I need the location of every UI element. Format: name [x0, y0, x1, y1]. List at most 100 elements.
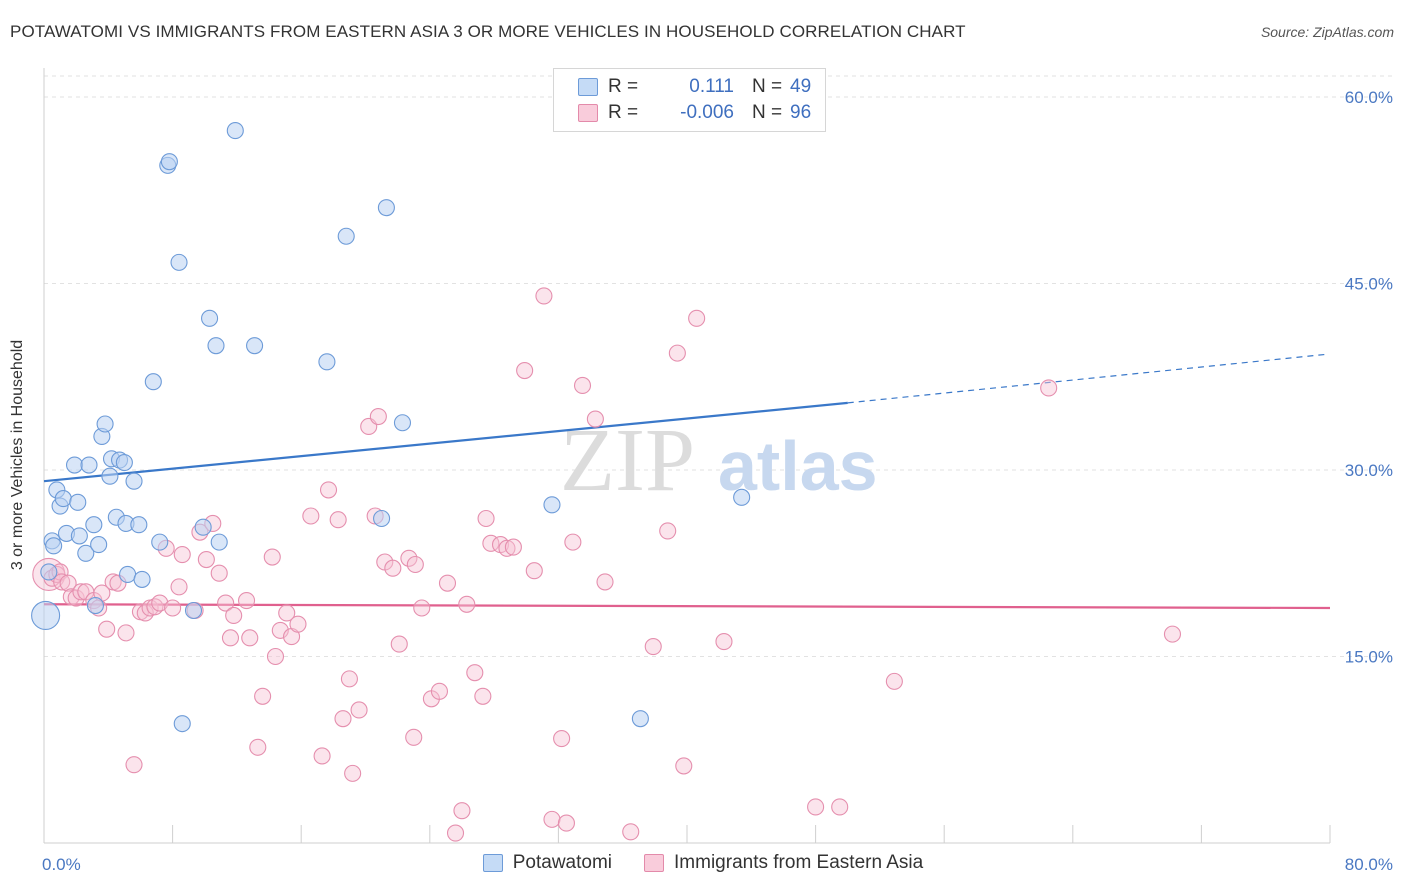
data-point	[241, 629, 259, 647]
data-point	[535, 287, 553, 305]
data-point	[557, 814, 575, 832]
data-point	[77, 544, 95, 562]
data-point	[160, 153, 178, 171]
data-point	[96, 415, 114, 433]
data-point	[384, 559, 402, 577]
data-point	[201, 309, 219, 327]
data-point	[430, 682, 448, 700]
data-point	[393, 414, 412, 432]
data-point	[622, 823, 640, 841]
source-label: Source: ZipAtlas.com	[1260, 24, 1394, 40]
data-point	[543, 496, 561, 514]
data-point	[438, 574, 457, 592]
data-point	[377, 199, 395, 217]
data-point	[221, 629, 240, 647]
data-point	[117, 624, 135, 642]
data-point	[278, 604, 296, 622]
data-point	[350, 701, 368, 719]
legend-label-potawatomi: Potawatomi	[512, 852, 613, 873]
tick-labels: 15.0% 30.0% 45.0% 60.0% 0.0% 80.0%	[42, 88, 1393, 874]
legend-swatch-pink	[578, 104, 598, 122]
data-point	[319, 481, 338, 499]
data-point	[474, 687, 492, 705]
data-point	[668, 344, 686, 362]
series-legend: Potawatomi Immigrants from Eastern Asia	[0, 852, 1406, 874]
data-point	[631, 710, 649, 728]
data-point	[254, 687, 272, 705]
x-tick-label: 80.0%	[1345, 855, 1393, 874]
data-point	[344, 764, 362, 782]
data-point	[807, 798, 825, 816]
data-point	[226, 122, 244, 140]
data-point	[715, 633, 733, 651]
stats-legend: R = 0.111 N = 49 R = -0.006 N = 96	[553, 68, 826, 132]
data-point	[125, 756, 143, 774]
data-point	[289, 615, 307, 633]
data-point	[498, 539, 516, 557]
legend-row-potawatomi: R = 0.111 N = 49	[578, 74, 811, 100]
data-point	[31, 600, 61, 631]
series-eastern-asia	[32, 287, 1182, 842]
data-point	[70, 527, 88, 545]
data-point	[85, 516, 103, 534]
data-point	[644, 638, 662, 656]
data-point	[170, 253, 188, 271]
data-point	[340, 670, 358, 688]
data-point	[405, 728, 423, 746]
legend-n-value: 49	[790, 76, 812, 97]
data-point	[390, 635, 408, 653]
data-point	[133, 570, 151, 588]
data-point	[406, 555, 424, 574]
legend-r-label: R =	[608, 76, 639, 97]
trend-lines	[43, 353, 1331, 610]
legend-n-value: 96	[790, 102, 812, 123]
data-point	[69, 493, 87, 511]
data-point	[516, 361, 534, 380]
data-point	[466, 664, 484, 682]
trend-line-eastern-asia	[43, 603, 1331, 610]
data-point	[688, 309, 706, 327]
data-point	[210, 533, 228, 551]
legend-r-value: 0.111	[689, 76, 734, 97]
legend-label-eastern-asia: Immigrants from Eastern Asia	[674, 852, 924, 873]
y-axis-label: 3 or more Vehicles in Household	[9, 339, 26, 571]
data-point	[266, 647, 285, 666]
data-point	[263, 548, 281, 566]
watermark: ZIP atlas	[560, 411, 878, 510]
data-point	[334, 710, 352, 728]
data-point	[80, 456, 98, 474]
data-point	[101, 467, 119, 485]
legend-swatch-pink	[644, 854, 665, 872]
data-point	[675, 757, 693, 775]
data-point	[115, 453, 133, 472]
data-point	[40, 563, 58, 581]
data-point	[369, 407, 387, 426]
data-point	[130, 516, 148, 534]
legend-n-label: N =	[752, 76, 783, 97]
data-point	[553, 730, 571, 748]
trend-line-potawatomi	[43, 401, 848, 483]
data-point	[151, 533, 169, 551]
data-point	[164, 599, 182, 617]
data-point	[1163, 625, 1182, 643]
data-point	[586, 410, 604, 428]
watermark-zip: ZIP	[560, 411, 695, 510]
data-point	[125, 472, 143, 490]
data-point	[136, 604, 154, 622]
legend-n-label: N =	[752, 102, 783, 123]
data-point	[249, 738, 267, 756]
data-point	[525, 562, 543, 580]
data-point	[337, 227, 355, 245]
data-point	[210, 564, 228, 582]
y-tick-label: 60.0%	[1345, 88, 1393, 107]
series-potawatomi	[31, 122, 751, 733]
data-point	[53, 573, 71, 591]
data-point	[54, 490, 72, 508]
data-point	[400, 549, 418, 567]
data-point	[477, 509, 495, 528]
data-point	[302, 507, 320, 525]
legend-row-eastern-asia: R = -0.006 N = 96	[578, 100, 811, 126]
y-tick-label: 45.0%	[1345, 275, 1393, 294]
y-tick-label: 30.0%	[1345, 461, 1393, 480]
